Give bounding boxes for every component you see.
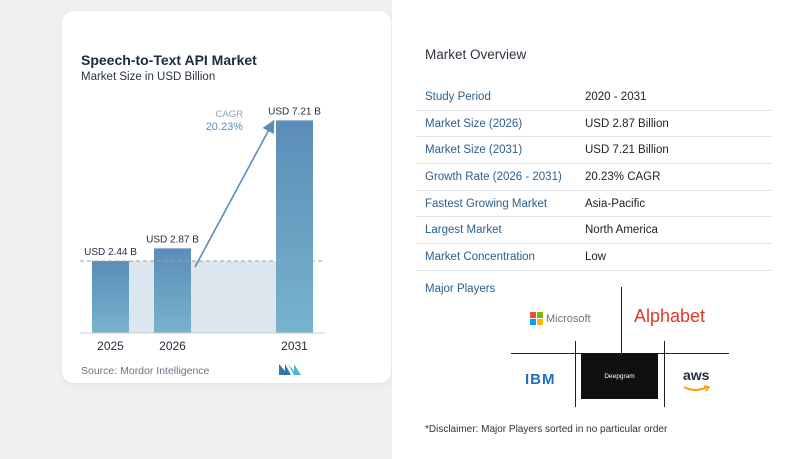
overview-table: Study Period 2020 - 2031 Market Size (20… [416, 84, 772, 271]
players-divider-left [575, 341, 576, 407]
alphabet-logo: Alphabet [634, 306, 706, 326]
tick-label-2026: 2026 [159, 339, 186, 353]
overview-row-market-size-2031: Market Size (2031) USD 7.21 Billion [416, 137, 772, 165]
overview-label: Market Concentration [425, 250, 535, 263]
overview-row-fastest-growing: Fastest Growing Market Asia-Pacific [416, 191, 772, 218]
microsoft-logo: Microsoft [530, 312, 591, 325]
cagr-arrow [194, 119, 275, 268]
overview-value: USD 7.21 Billion [585, 144, 669, 157]
cagr-label: CAGR [216, 109, 244, 120]
bar-2025 [92, 261, 129, 333]
overview-row-growth-rate: Growth Rate (2026 - 2031) 20.23% CAGR [416, 164, 772, 191]
chart-subtitle: Market Size in USD Billion [81, 71, 216, 83]
aws-logo: aws [683, 367, 710, 383]
overview-label: Largest Market [425, 224, 502, 237]
tick-label-2031: 2031 [281, 339, 308, 353]
players-title: Major Players [425, 283, 496, 295]
overview-label: Fastest Growing Market [425, 197, 548, 210]
tick-label-2025: 2025 [97, 339, 124, 353]
overview-value: 20.23% CAGR [585, 170, 661, 183]
microsoft-squares-icon [530, 312, 543, 325]
source-label: Source: Mordor Intelligence [81, 365, 210, 377]
overview-label: Growth Rate (2026 - 2031) [425, 170, 562, 183]
disclaimer: *Disclaimer: Major Players sorted in no … [425, 424, 668, 435]
players-divider-vertical [621, 287, 622, 353]
overview-value: USD 2.87 Billion [585, 117, 669, 130]
overview-title: Market Overview [425, 47, 527, 62]
overview-row-largest-market: Largest Market North America [416, 217, 772, 245]
overview-row-study-period: Study Period 2020 - 2031 [416, 84, 772, 111]
aws-smile-icon [683, 385, 711, 392]
deepgram-logo: Deepgram [581, 353, 658, 399]
overview-label: Market Size (2031) [425, 144, 523, 157]
bar-2031 [276, 120, 313, 334]
market-size-chart: USD 2.44 B 2025 USD 2.87 B 2026 USD 7.21 B 20… [80, 106, 325, 353]
overview-label: Study Period [425, 90, 491, 103]
overview-value: 2020 - 2031 [585, 90, 647, 103]
players-divider-right [664, 341, 665, 407]
cagr-value: 20.23% [206, 121, 244, 133]
data-label: USD 2.87 B [146, 234, 199, 245]
overview-value: Low [585, 250, 607, 263]
bar-2026 [154, 248, 191, 333]
overview-label: Market Size (2026) [425, 117, 523, 130]
microsoft-name: Microsoft [546, 312, 591, 325]
overview-row-market-size-2026: Market Size (2026) USD 2.87 Billion [416, 111, 772, 138]
chart-title: Speech-to-Text API Market [81, 52, 257, 68]
overview-row-concentration: Market Concentration Low [416, 244, 772, 271]
data-label: USD 7.21 B [268, 106, 321, 117]
data-label: USD 2.44 B [84, 247, 137, 258]
ibm-logo: IBM [525, 371, 556, 388]
overview-value: Asia-Pacific [585, 197, 646, 210]
overview-value: North America [585, 224, 658, 237]
mordor-intelligence-logo [279, 364, 301, 375]
